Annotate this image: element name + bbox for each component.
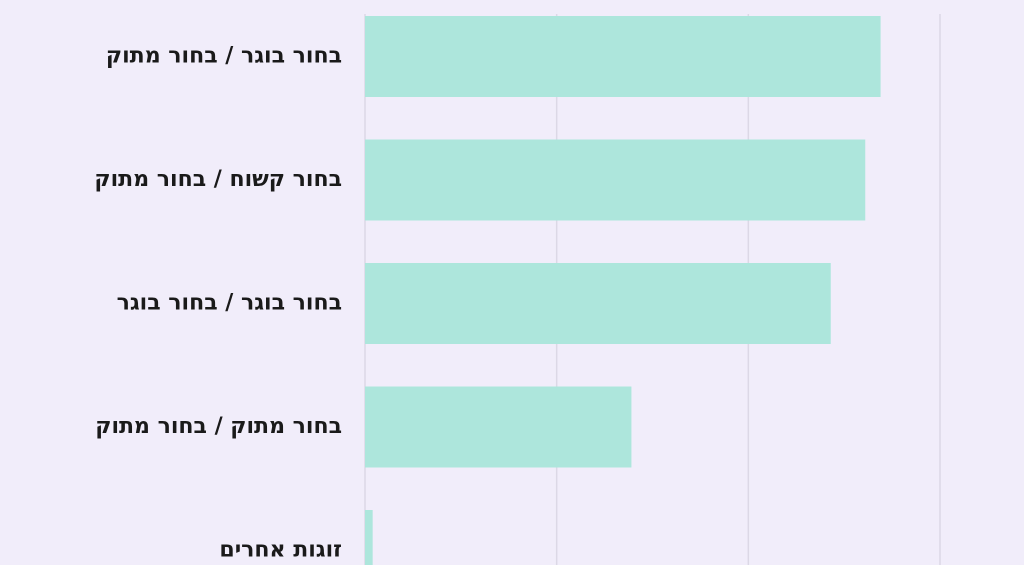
category-label: בחור קשוח / בחור מתוק (94, 167, 342, 192)
category-label: בחור בוגר / בחור בוגר (117, 291, 342, 316)
bar (365, 263, 831, 344)
bar (365, 139, 866, 221)
bar (365, 16, 881, 97)
category-label: בחור בוגר / בחור מתוק (106, 44, 342, 69)
bar (365, 386, 632, 468)
category-label: בחור מתוק / בחור מתוק (95, 414, 342, 439)
bar (365, 510, 373, 565)
category-label: זוגות אחרים (219, 538, 342, 563)
